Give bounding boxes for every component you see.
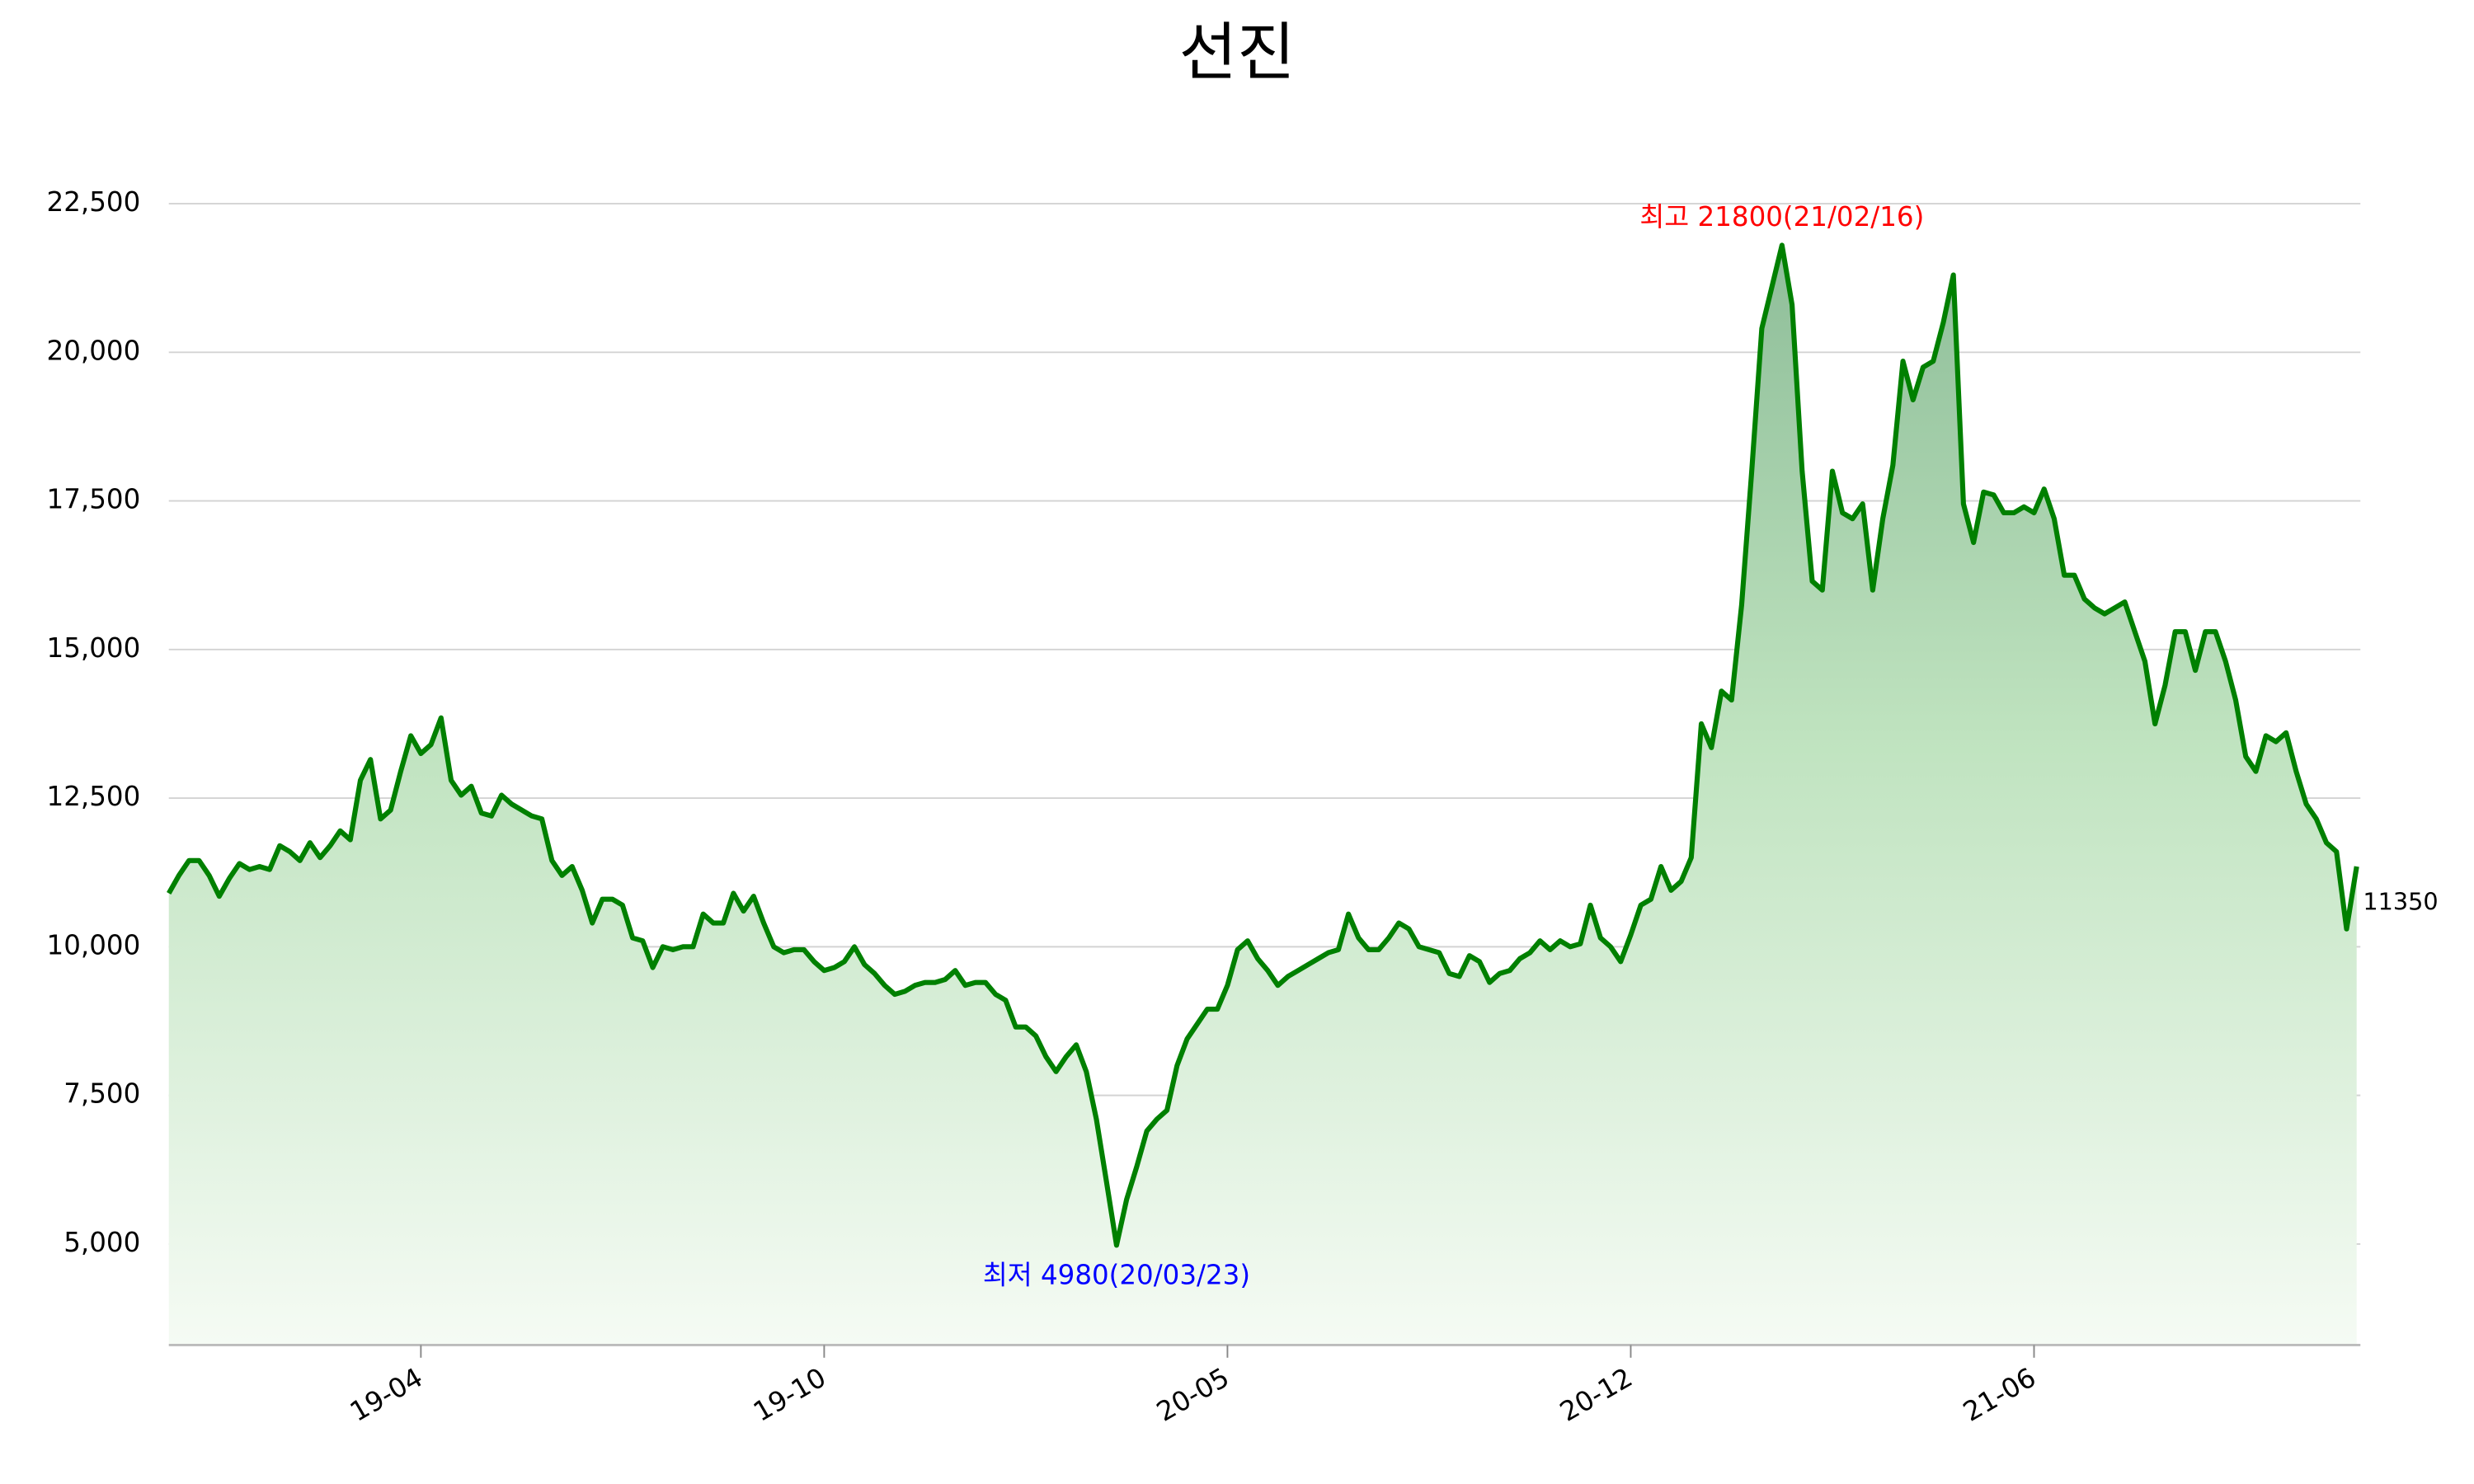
- y-tick-label: 20,000: [47, 335, 141, 366]
- y-tick-label: 12,500: [47, 781, 141, 812]
- y-tick-label: 17,500: [47, 484, 141, 515]
- y-tick-label: 10,000: [47, 929, 141, 960]
- y-tick-label: 7,500: [63, 1078, 140, 1110]
- annotation: 최고 21800(21/02/16): [1639, 201, 1924, 232]
- x-tick-label: 20-05: [1151, 1362, 1235, 1428]
- y-tick-label: 15,000: [47, 632, 141, 664]
- x-tick-label: 19-10: [748, 1362, 831, 1428]
- last-value-label: 11350: [2363, 887, 2438, 915]
- area: [168, 245, 2357, 1345]
- y-tick-label: 5,000: [63, 1227, 140, 1258]
- annotation: 최저 4980(20/03/23): [983, 1260, 1250, 1291]
- x-tick-label: 19-04: [345, 1362, 428, 1428]
- chart-title: 선진: [1179, 16, 1296, 90]
- line: [167, 242, 2359, 1248]
- y-tick-label: 22,500: [47, 186, 141, 218]
- x-tick-label: 21-06: [1958, 1362, 2041, 1428]
- x-tick-label: 20-12: [1554, 1362, 1638, 1428]
